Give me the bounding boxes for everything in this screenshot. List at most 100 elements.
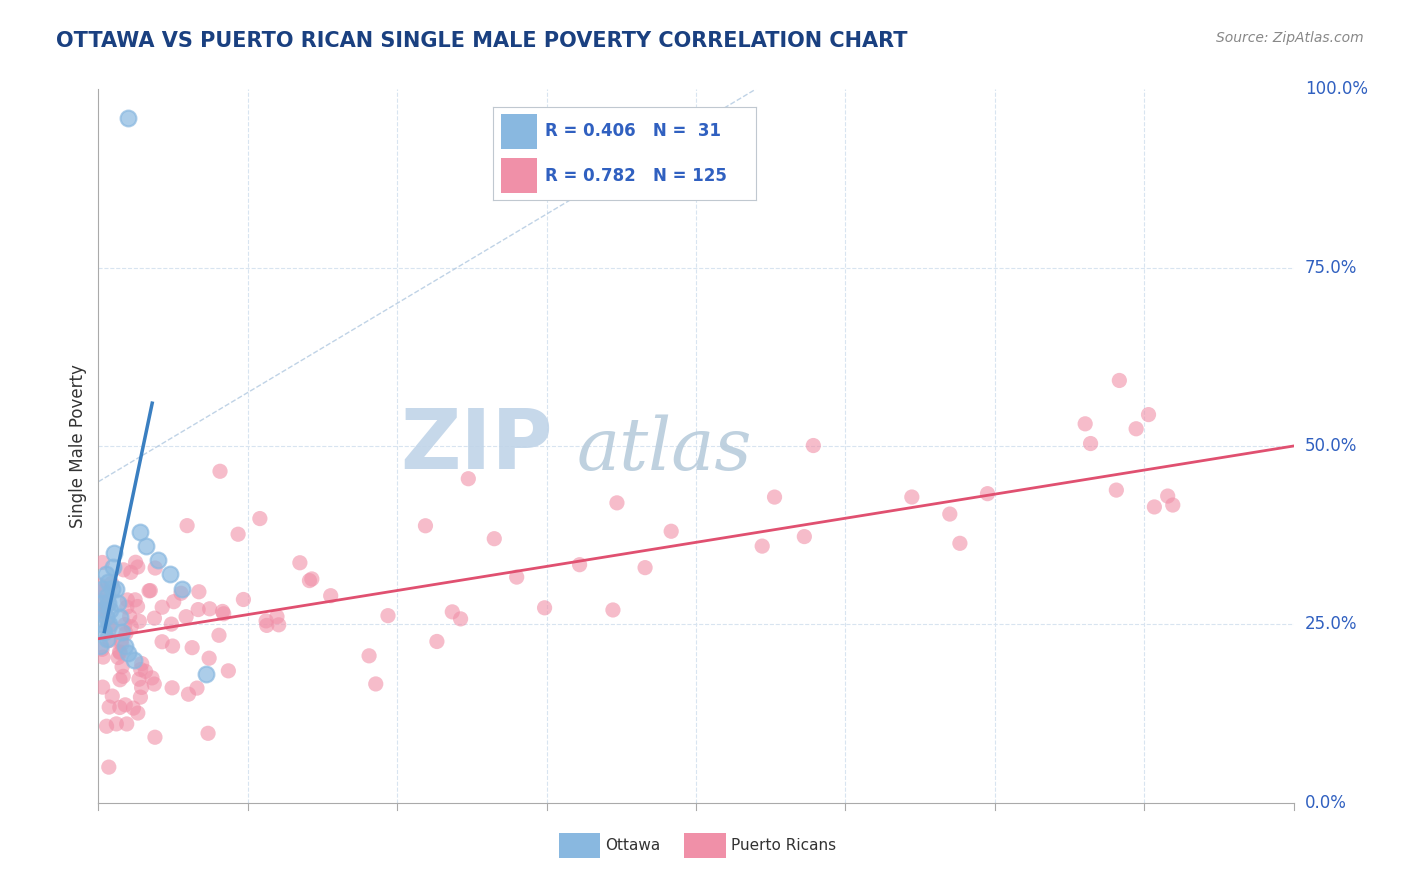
Point: [91, 650, 114, 665]
Point: [359, 648, 381, 663]
Point: [108, 646, 131, 660]
Text: 75.0%: 75.0%: [1305, 259, 1357, 277]
Point: [793, 530, 815, 544]
Point: [441, 605, 464, 619]
Point: [94, 567, 117, 582]
Point: [163, 595, 186, 609]
Point: [101, 560, 124, 574]
Point: [118, 609, 141, 624]
Point: [256, 618, 278, 632]
Point: [208, 464, 231, 478]
Point: [187, 602, 209, 616]
Point: [186, 681, 208, 695]
Point: [129, 690, 152, 705]
Point: [96, 719, 118, 733]
Text: 0.0%: 0.0%: [1305, 794, 1347, 812]
Point: [93, 624, 115, 639]
Point: [111, 660, 134, 674]
Text: ZIP: ZIP: [401, 406, 553, 486]
Point: [377, 608, 399, 623]
Point: [97, 760, 120, 774]
Point: [143, 677, 166, 691]
Point: [602, 603, 624, 617]
Point: [226, 527, 249, 541]
Point: [288, 556, 311, 570]
Point: [172, 582, 194, 596]
Text: 100.0%: 100.0%: [1305, 80, 1368, 98]
Point: [181, 640, 204, 655]
Point: [606, 496, 628, 510]
Point: [150, 600, 173, 615]
Point: [232, 592, 254, 607]
Point: [212, 607, 235, 621]
Point: [111, 624, 134, 639]
Point: [108, 673, 131, 687]
Point: [127, 706, 149, 720]
Point: [177, 687, 200, 701]
Point: [91, 582, 114, 596]
Point: [949, 536, 972, 550]
Point: [129, 663, 152, 677]
Point: [100, 582, 122, 596]
Point: [208, 628, 231, 642]
Point: [101, 689, 124, 703]
Point: [319, 589, 342, 603]
Point: [91, 556, 114, 570]
Point: [115, 717, 138, 731]
Point: [150, 634, 173, 648]
Point: [98, 621, 121, 635]
FancyBboxPatch shape: [558, 833, 600, 858]
Point: [159, 567, 181, 582]
Text: Puerto Ricans: Puerto Ricans: [731, 838, 835, 853]
Point: [94, 604, 117, 618]
Point: [135, 665, 157, 679]
Point: [426, 634, 449, 648]
Point: [93, 583, 115, 598]
Point: [211, 604, 233, 618]
Point: [1125, 422, 1147, 436]
Point: [127, 560, 149, 574]
Point: [124, 653, 146, 667]
Point: [117, 646, 139, 660]
Text: Ottawa: Ottawa: [605, 838, 661, 853]
Point: [160, 617, 183, 632]
Point: [127, 599, 149, 614]
Point: [90, 617, 112, 632]
Point: [131, 657, 153, 671]
Point: [97, 596, 120, 610]
Point: [96, 632, 118, 646]
Point: [108, 645, 131, 659]
Point: [267, 617, 290, 632]
Point: [98, 603, 122, 617]
Point: [91, 596, 114, 610]
Point: [801, 438, 824, 452]
Point: [1080, 436, 1102, 450]
Point: [138, 583, 160, 598]
Y-axis label: Single Male Poverty: Single Male Poverty: [69, 364, 87, 528]
Point: [105, 717, 128, 731]
Point: [939, 507, 962, 521]
Point: [484, 532, 506, 546]
Point: [266, 609, 288, 624]
Point: [143, 611, 166, 625]
Point: [198, 602, 221, 616]
Point: [91, 603, 114, 617]
Point: [112, 563, 135, 577]
Point: [124, 555, 146, 569]
Point: [162, 639, 184, 653]
Point: [143, 730, 166, 744]
Point: [98, 633, 121, 648]
Point: [1137, 408, 1160, 422]
Point: [91, 642, 114, 657]
Point: [98, 617, 121, 632]
Text: atlas: atlas: [576, 414, 752, 485]
Point: [298, 574, 321, 588]
Point: [114, 698, 136, 712]
Point: [107, 596, 129, 610]
Point: [129, 524, 152, 539]
Point: [110, 633, 132, 648]
Point: [160, 681, 183, 695]
Point: [89, 639, 111, 653]
Point: [91, 680, 114, 694]
Text: Source: ZipAtlas.com: Source: ZipAtlas.com: [1216, 31, 1364, 45]
